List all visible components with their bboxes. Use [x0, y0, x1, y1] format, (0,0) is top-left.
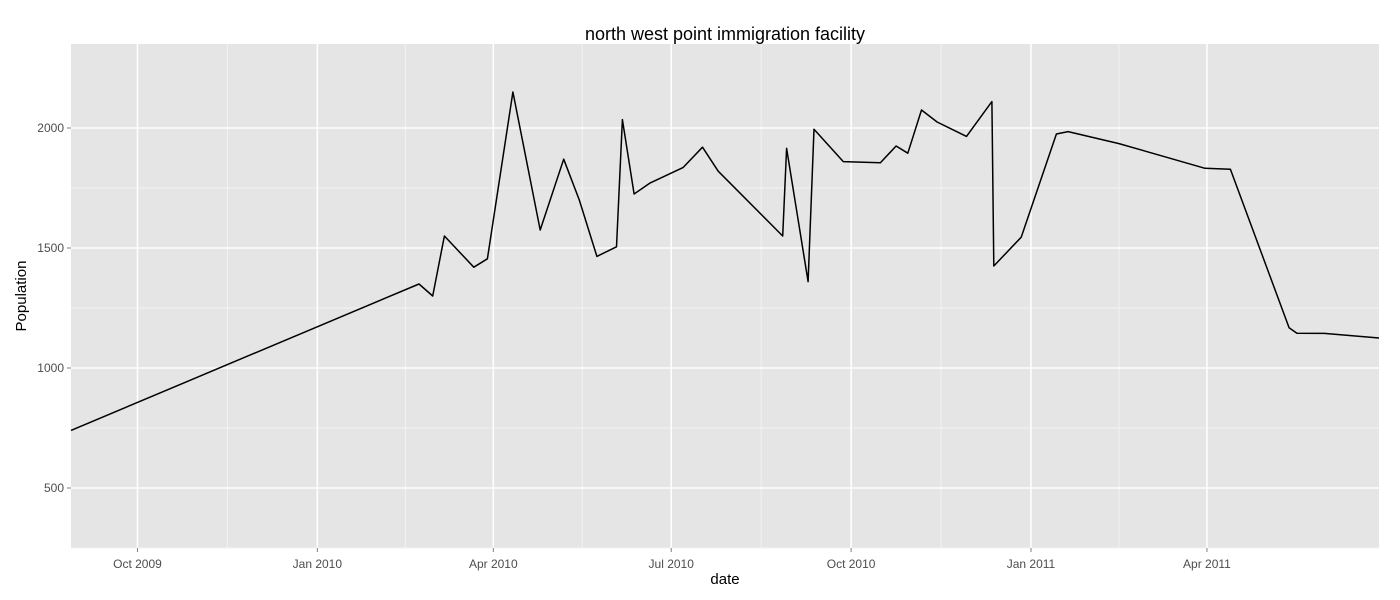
- y-tick-label: 1000: [37, 361, 64, 375]
- chart-title: north west point immigration facility: [585, 24, 865, 44]
- series-line: [70, 91, 1380, 432]
- x-tick-label: Jul 2010: [649, 557, 695, 571]
- x-axis: Oct 2009 Jan 2010 Apr 2010 Jul 2010 Oct 2010…: [113, 548, 1231, 571]
- x-tick-label: Apr 2011: [1183, 557, 1231, 571]
- y-tick-label: 2000: [37, 121, 64, 135]
- x-tick-label: Jan 2010: [293, 557, 343, 571]
- x-tick-label: Jan 2011: [1007, 557, 1056, 571]
- x-tick-label: Apr 2010: [469, 557, 518, 571]
- y-axis: 500 1000 1500 2000: [37, 121, 71, 495]
- x-axis-title: date: [710, 571, 739, 588]
- series-layer: [70, 91, 1380, 432]
- major-grid: [71, 44, 1379, 548]
- x-tick-label: Oct 2010: [827, 557, 876, 571]
- y-tick-label: 500: [44, 481, 64, 495]
- plot-panel: [71, 44, 1379, 548]
- y-tick-label: 1500: [37, 241, 64, 255]
- x-tick-label: Oct 2009: [113, 557, 162, 571]
- y-axis-title: Population: [13, 261, 30, 332]
